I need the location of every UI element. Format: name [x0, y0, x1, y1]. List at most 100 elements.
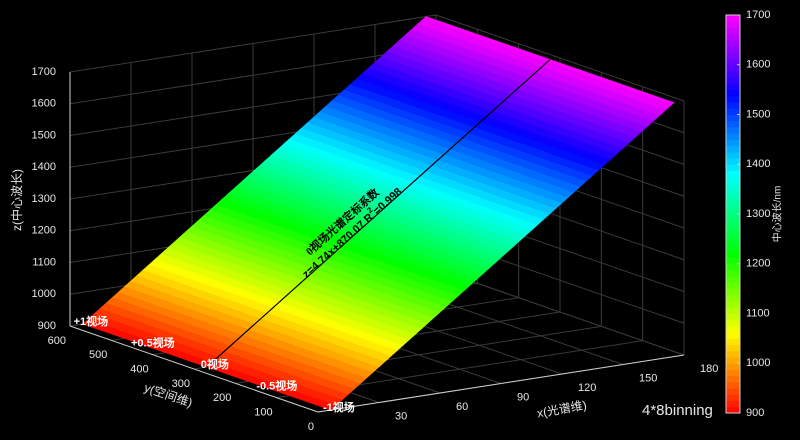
colorbar-cell — [726, 288, 740, 296]
colorbar-cell — [726, 114, 740, 122]
z-tick-label: 1600 — [32, 98, 56, 110]
colorbar-cell — [726, 145, 740, 153]
colorbar-cell — [726, 375, 740, 383]
z-tick-label: 1700 — [32, 66, 56, 78]
colorbar-cell — [726, 214, 740, 221]
colorbar-cell — [726, 251, 740, 259]
colorbar-cell — [726, 307, 740, 314]
z-tick-label: 1000 — [32, 288, 56, 300]
z-tick-label: 1500 — [32, 129, 56, 141]
colorbar-cell — [726, 39, 740, 47]
colorbar-cell — [726, 120, 740, 128]
field-label: -1视场 — [323, 400, 355, 414]
colorbar-cell — [726, 21, 740, 28]
z-axis-label: z(中心波长) — [9, 169, 24, 231]
y-tick-label: 600 — [48, 335, 66, 347]
colorbar-cell — [726, 189, 740, 196]
colorbar-tick-label: 900 — [746, 407, 764, 419]
y-tick-label: 100 — [254, 407, 272, 419]
colorbar-cell — [726, 245, 740, 252]
colorbar-cell — [726, 332, 740, 339]
y-tick-label: 300 — [172, 378, 190, 390]
colorbar-cell — [726, 182, 740, 190]
colorbar-cell — [726, 95, 740, 103]
colorbar-tick-label: 1700 — [746, 9, 770, 21]
z-tick-label: 1400 — [32, 161, 56, 173]
colorbar-tick-label: 1100 — [746, 307, 770, 319]
field-label: +0.5视场 — [131, 335, 175, 349]
field-label: -0.5视场 — [256, 378, 297, 392]
y-tick-label: 400 — [130, 364, 148, 376]
colorbar-cell — [726, 64, 740, 72]
colorbar-cell — [726, 257, 740, 265]
colorbar-cell — [726, 232, 740, 240]
colorbar-cell — [726, 276, 740, 283]
colorbar-tick-label: 1300 — [746, 208, 770, 220]
colorbar-cell — [726, 269, 740, 277]
colorbar-cell — [726, 139, 740, 147]
grid-line — [435, 14, 685, 102]
colorbar-cell — [726, 406, 740, 414]
y-tick-label: 200 — [213, 392, 231, 404]
colorbar-cell — [726, 226, 740, 234]
colorbar-cell — [726, 388, 740, 395]
x-tick-label: 60 — [456, 401, 468, 413]
y-axis-line — [69, 325, 319, 413]
colorbar-cell — [726, 313, 740, 321]
field-label: +1视场 — [74, 314, 109, 328]
colorbar-cell — [726, 70, 740, 78]
colorbar-cell — [726, 338, 740, 346]
colorbar-cell — [726, 108, 740, 115]
colorbar-cell — [726, 201, 740, 209]
colorbar-cell — [726, 102, 740, 109]
colorbar-tick-label: 1000 — [746, 357, 770, 369]
z-tick-label: 1300 — [32, 193, 56, 205]
x-axis-label: x(光谱维) — [536, 398, 588, 420]
grid-line — [69, 14, 437, 73]
colorbar-label: 中心波长/nm — [771, 186, 784, 243]
colorbar-cell — [726, 33, 740, 41]
colorbar-cell — [726, 325, 740, 333]
x-tick-label: 30 — [395, 410, 407, 422]
y-tick-label: 0 — [308, 421, 314, 433]
colorbar-cell — [726, 164, 740, 171]
colorbar-cell — [726, 350, 740, 358]
colorbar-cell — [726, 238, 740, 246]
colorbar-cell — [726, 319, 740, 327]
grid-line — [69, 46, 437, 105]
colorbar-cell — [726, 220, 740, 227]
colorbar-tick-label: 1500 — [746, 108, 770, 120]
x-tick-label: 150 — [639, 372, 657, 384]
x-axis-line — [317, 354, 685, 413]
colorbar-cell — [726, 83, 740, 91]
x-tick-label: 180 — [700, 363, 718, 375]
colorbar: 900 1000 1100 1200 1300 1400 1500 1600 1700 — [725, 9, 770, 419]
colorbar-cell — [726, 207, 740, 215]
x-tick-label: 120 — [578, 382, 596, 394]
colorbar-cell — [726, 369, 740, 377]
z-tick-label: 1100 — [32, 256, 56, 268]
colorbar-cell — [726, 381, 740, 389]
center-line — [206, 59, 551, 368]
equation-sup: 2 — [365, 205, 375, 215]
z-tick-label: 1200 — [32, 225, 56, 237]
colorbar-cell — [726, 294, 740, 302]
colorbar-cell — [726, 400, 740, 408]
colorbar-cell — [726, 15, 740, 22]
x-tick-label: 90 — [517, 391, 529, 403]
colorbar-cell — [726, 151, 740, 159]
note: 4*8binning — [642, 402, 713, 419]
field-label: 0视场 — [201, 357, 229, 371]
colorbar-cell — [726, 126, 740, 134]
colorbar-cell — [726, 301, 740, 308]
colorbar-cell — [726, 170, 740, 178]
colorbar-cell — [726, 363, 740, 370]
colorbar-cell — [726, 52, 740, 60]
colorbar-tick-label: 1600 — [746, 59, 770, 71]
colorbar-cell — [726, 176, 740, 184]
colorbar-cell — [726, 158, 740, 165]
grid-line — [435, 268, 685, 356]
colorbar-cell — [726, 263, 740, 271]
colorbar-cell — [726, 357, 740, 364]
colorbar-tick-label: 1200 — [746, 258, 770, 270]
